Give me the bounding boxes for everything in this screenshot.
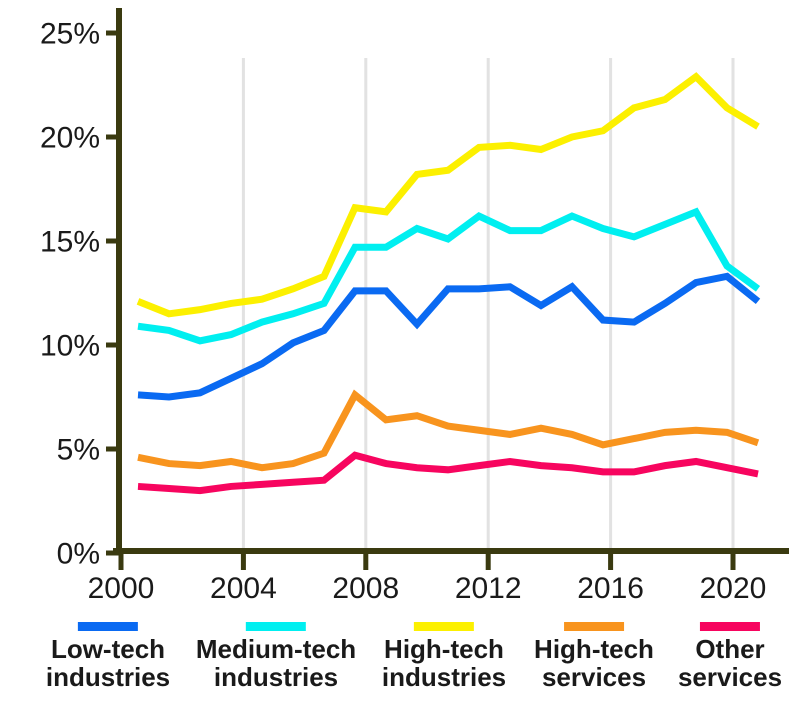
legend-item-other-services: Other services	[678, 622, 782, 691]
legend-label-line: High-tech	[384, 634, 504, 664]
legend-item-medium-tech-industries: Medium-tech industries	[196, 622, 356, 691]
legend-label: Other services	[677, 634, 783, 692]
axes-group	[106, 8, 789, 570]
legend-label-line: services	[541, 661, 647, 692]
x-tick-label-2008: 2008	[332, 572, 399, 605]
x-tick-label-2000: 2000	[88, 572, 155, 605]
x-tick-2008	[363, 552, 369, 570]
x-tick-2016	[608, 552, 614, 570]
y-tick-10	[106, 342, 119, 348]
x-tick-2020	[730, 552, 736, 570]
y-tick-25	[106, 30, 119, 36]
gridline-2020	[731, 58, 735, 549]
legend-label-line: industries	[381, 661, 507, 692]
series-line-other-services	[137, 451, 759, 495]
legend-label-line: High-tech	[534, 634, 654, 664]
legend-label-line: Low-tech	[50, 634, 166, 664]
legend-label-line: industries	[213, 661, 339, 692]
legend-swatch-icon	[563, 622, 624, 631]
legend-label-line: industries	[45, 661, 171, 692]
legend-label-line: Medium-tech	[195, 634, 357, 664]
gridline-2012	[486, 58, 490, 549]
legend-item-high-tech-services: High-tech services	[534, 622, 654, 691]
x-tick-2012	[485, 552, 491, 570]
legend-swatch-icon	[78, 622, 138, 631]
legend-label: Low-tech industries	[45, 634, 171, 692]
x-tick-label-2016: 2016	[577, 572, 644, 605]
gridline-2008	[364, 58, 368, 549]
y-tick-label-15: 15%	[40, 226, 100, 259]
legend-label: High-tech services	[534, 634, 654, 692]
legend-item-high-tech-industries: High-tech industries	[382, 622, 506, 691]
legend-item-low-tech-industries: Low-tech industries	[46, 622, 170, 691]
y-tick-label-25: 25%	[40, 18, 100, 51]
y-tick-label-20: 20%	[40, 122, 100, 155]
legend-label: Medium-tech industries	[195, 634, 357, 692]
x-tick-2000	[118, 552, 124, 570]
series-group	[136, 72, 761, 495]
y-tick-label-0: 0%	[57, 538, 100, 571]
y-tick-label-10: 10%	[40, 330, 100, 363]
series-line-high-tech-industries	[136, 72, 760, 318]
legend-swatch-icon	[414, 622, 474, 631]
series-line-high-tech-services	[137, 389, 760, 472]
y-tick-20	[106, 134, 119, 140]
series-line-medium-tech-industries	[137, 207, 761, 345]
chart-legend: Low-tech industries Medium-tech industries H…	[0, 0, 810, 690]
y-tick-label-5: 5%	[57, 434, 100, 467]
y-tick-5	[106, 446, 119, 452]
y-tick-0	[106, 550, 119, 556]
series-line-low-tech-industries	[137, 272, 761, 401]
gridline-2016	[609, 58, 613, 549]
x-tick-label-2020: 2020	[700, 572, 767, 605]
legend-label: High-tech industries	[381, 634, 507, 692]
y-tick-15	[106, 238, 119, 244]
legend-swatch-icon	[699, 622, 760, 631]
legend-label-line: Other	[695, 634, 765, 664]
legend-label-line: services	[677, 661, 783, 692]
tick-labels-group: 0% 5% 10% 15% 20% 25% 2000 2004 2008 2012 2016 2020	[40, 18, 766, 606]
y-axis-spine	[116, 8, 122, 555]
x-tick-label-2004: 2004	[210, 572, 277, 605]
x-tick-2004	[240, 552, 246, 570]
x-tick-label-2012: 2012	[455, 572, 522, 605]
legend-swatch-icon	[246, 622, 306, 631]
x-axis-spine	[113, 548, 789, 554]
